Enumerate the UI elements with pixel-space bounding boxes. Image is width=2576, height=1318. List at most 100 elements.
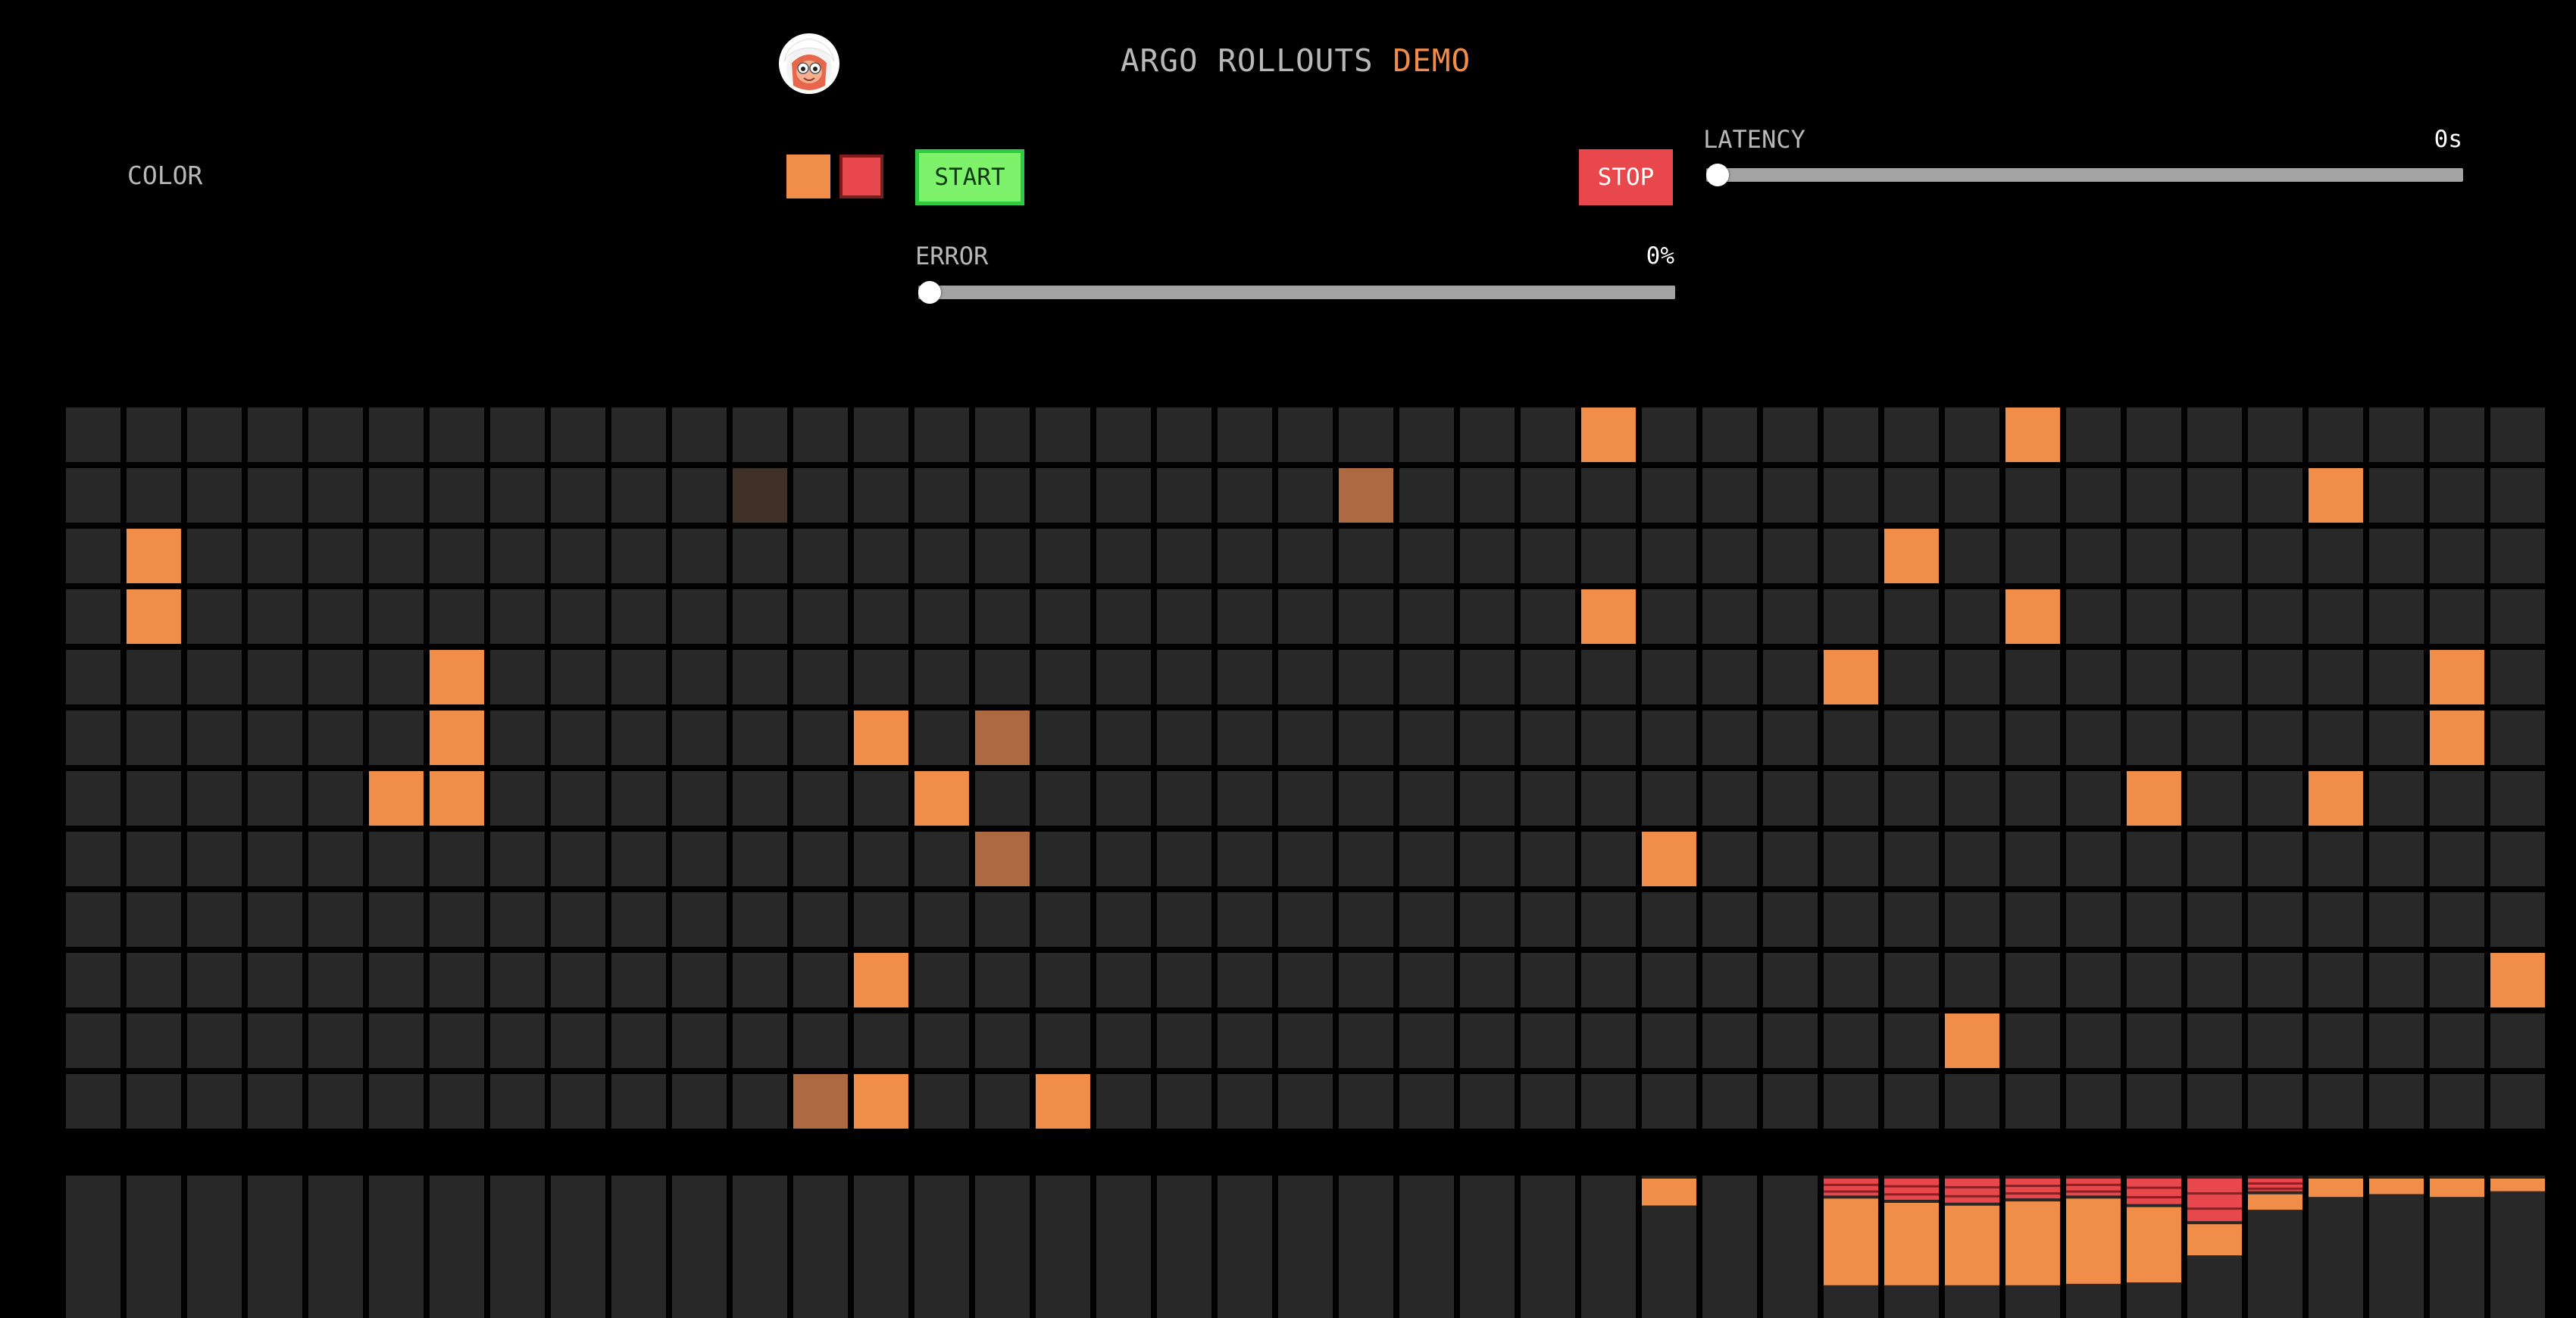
grid-cell <box>1218 589 1272 644</box>
grid-cell <box>1884 650 1939 704</box>
grid-cell <box>1824 529 1878 583</box>
grid-cell <box>793 711 848 765</box>
grid-cell <box>1460 953 1515 1007</box>
grid-cell <box>975 953 1030 1007</box>
grid-cell <box>672 892 727 947</box>
grid-cell <box>127 468 181 523</box>
grid-cell <box>430 953 484 1007</box>
grid-cell <box>2127 529 2181 583</box>
grid-cell <box>1339 771 1393 826</box>
grid-cell <box>2187 953 2242 1007</box>
grid-cell <box>430 771 484 826</box>
grid-cell <box>551 1074 605 1129</box>
grid-cell <box>248 408 302 462</box>
grid-cell <box>1521 953 1575 1007</box>
grid-cell <box>1581 529 1636 583</box>
grid-cell <box>1702 408 1757 462</box>
grid-cell <box>611 953 666 1007</box>
grid-cell <box>2430 408 2484 462</box>
grid-cell <box>611 1013 666 1068</box>
grid-cell <box>2490 1074 2545 1129</box>
color-swatch-red[interactable] <box>839 155 883 198</box>
error-slider-handle[interactable] <box>918 281 941 304</box>
grid-cell <box>1096 832 1151 886</box>
grid-cell <box>2309 1013 2363 1068</box>
title-main: ARGO ROLLOUTS <box>1120 42 1374 79</box>
grid-cell <box>308 650 363 704</box>
grid-cell <box>1460 589 1515 644</box>
grid-cell <box>1824 953 1878 1007</box>
grid-cell <box>2309 953 2363 1007</box>
grid-cell <box>1945 589 1999 644</box>
grid-cell <box>248 832 302 886</box>
grid-cell <box>793 892 848 947</box>
request-bar-divider <box>1824 1183 1878 1186</box>
request-bar-segment-orange <box>2187 1224 2242 1256</box>
grid-cell <box>1399 711 1454 765</box>
grid-cell <box>2309 589 2363 644</box>
grid-cell <box>1702 589 1757 644</box>
argo-mascot-icon <box>779 33 839 94</box>
grid-cell <box>611 832 666 886</box>
grid-cell <box>2248 771 2302 826</box>
error-slider[interactable] <box>918 286 1675 299</box>
request-bar-segment-red <box>2187 1179 2242 1222</box>
grid-cell <box>1763 1013 1818 1068</box>
grid-cell <box>854 408 908 462</box>
grid-cell <box>66 529 120 583</box>
grid-cell <box>127 711 181 765</box>
grid-cell <box>2248 1013 2302 1068</box>
grid-cell <box>1278 711 1333 765</box>
grid-cell <box>1157 953 1211 1007</box>
grid-cell <box>1460 468 1515 523</box>
grid-cell <box>1460 711 1515 765</box>
grid-cell <box>430 892 484 947</box>
request-bar-divider <box>1945 1185 1999 1188</box>
grid-cell <box>793 589 848 644</box>
grid-cell <box>1884 589 1939 644</box>
grid-cell <box>1036 650 1090 704</box>
grid-cell <box>1581 1013 1636 1068</box>
latency-slider[interactable] <box>1706 168 2463 182</box>
grid-cell <box>1278 1074 1333 1129</box>
grid-cell <box>2066 529 2121 583</box>
grid-cell <box>2248 468 2302 523</box>
grid-cell <box>733 408 787 462</box>
request-bar <box>1339 1176 1393 1318</box>
grid-cell <box>2430 953 2484 1007</box>
grid-cell <box>1702 1074 1757 1129</box>
grid-cell <box>66 771 120 826</box>
stop-button[interactable]: STOP <box>1579 149 1673 205</box>
grid-cell <box>490 529 545 583</box>
grid-cell <box>2005 771 2060 826</box>
grid-cell <box>1278 589 1333 644</box>
grid-cell <box>854 1013 908 1068</box>
grid-cell <box>1642 771 1696 826</box>
grid-cell <box>66 892 120 947</box>
grid-cell <box>1036 771 1090 826</box>
grid-cell <box>1157 1013 1211 1068</box>
grid-cell <box>2127 711 2181 765</box>
grid-cell <box>1521 832 1575 886</box>
grid-cell <box>1460 1074 1515 1129</box>
latency-slider-handle[interactable] <box>1706 164 1729 186</box>
start-button[interactable]: START <box>915 149 1024 205</box>
request-bar-divider <box>2005 1192 2060 1195</box>
request-bar-segment-orange <box>2005 1201 2060 1285</box>
color-swatch-orange[interactable] <box>786 155 830 198</box>
grid-cell <box>1702 1013 1757 1068</box>
grid-cell <box>672 832 727 886</box>
request-bar <box>490 1176 545 1318</box>
grid-cell <box>914 711 969 765</box>
grid-cell <box>1036 1074 1090 1129</box>
grid-cell <box>2066 589 2121 644</box>
grid-cell <box>2066 892 2121 947</box>
grid-cell <box>2005 589 2060 644</box>
grid-cell <box>854 711 908 765</box>
grid-cell <box>611 650 666 704</box>
grid-cell <box>1096 650 1151 704</box>
grid-cell <box>2490 589 2545 644</box>
grid-cell <box>1824 468 1878 523</box>
grid-cell <box>2430 711 2484 765</box>
grid-cell <box>1642 1013 1696 1068</box>
